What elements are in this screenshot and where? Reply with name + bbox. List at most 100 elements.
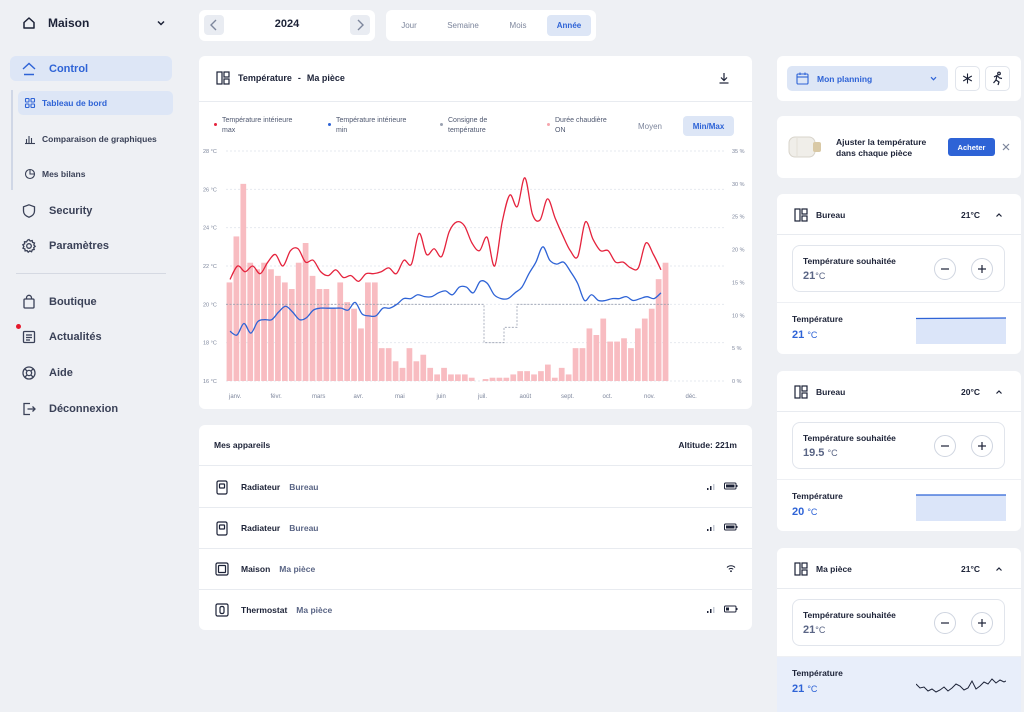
boiler-bar [371, 282, 378, 381]
decrease-button[interactable] [934, 612, 956, 634]
legend-min[interactable]: Température intérieure min [328, 116, 406, 135]
boiler-bar [406, 348, 413, 381]
device-row[interactable]: Radiateur Bureau [199, 507, 752, 548]
close-icon[interactable] [1001, 142, 1011, 152]
nav-security[interactable]: Security [10, 198, 172, 223]
boiler-bar [655, 279, 662, 381]
next-year-button[interactable] [350, 15, 370, 35]
y-left-tick: 24 °C [203, 226, 217, 232]
boiler-bar [455, 374, 461, 381]
legend-dot [440, 123, 443, 126]
nav-deconnexion[interactable]: Déconnexion [10, 396, 172, 421]
room-temp: 21°C [961, 210, 980, 220]
legend-text: température [448, 126, 486, 134]
boiler-bar [302, 243, 309, 381]
boiler-bar [572, 348, 579, 381]
buy-button[interactable]: Acheter [948, 138, 995, 156]
download-icon[interactable] [718, 72, 730, 84]
nav-aide[interactable]: Aide [10, 360, 172, 385]
x-tick-label: nov. [644, 394, 655, 400]
desired-number: 19.5 [803, 447, 825, 459]
minmax-button[interactable]: Min/Max [683, 116, 734, 136]
legend-text: min [336, 126, 348, 134]
tab-mois[interactable]: Mois [509, 21, 527, 30]
boiler-bar [247, 262, 254, 381]
decrease-button[interactable] [934, 435, 956, 457]
boiler-bar [254, 269, 261, 381]
planning-card: Mon planning [777, 56, 1021, 101]
moyen-button[interactable]: Moyen [637, 121, 662, 131]
current-temp: Température 21 °C [777, 656, 1021, 712]
nav-tableau-de-bord[interactable]: Tableau de bord [18, 91, 173, 115]
current-number: 21 [792, 329, 805, 341]
boiler-bar [468, 377, 475, 381]
boiler-bar [434, 374, 440, 381]
desired-label: Température souhaitée [803, 610, 896, 620]
news-icon [22, 330, 36, 343]
planning-select[interactable]: Mon planning [787, 66, 948, 91]
away-mode-button[interactable] [985, 66, 1010, 91]
current-value: 21 °C [792, 329, 817, 341]
chevron-up-icon[interactable] [994, 210, 1004, 220]
boiler-bar [365, 282, 371, 381]
nav-comparaison[interactable]: Comparaison de graphiques [18, 127, 173, 151]
increase-button[interactable] [971, 258, 993, 280]
room-header[interactable]: Bureau 20°C [794, 384, 1004, 400]
prev-year-button[interactable] [204, 15, 224, 35]
nav-sub-label: Tableau de bord [42, 98, 108, 108]
nav-actualites[interactable]: Actualités [10, 324, 172, 349]
room-header[interactable]: Ma pièce 21°C [794, 561, 1004, 577]
current-label: Température [792, 314, 843, 324]
legend-max[interactable]: Température intérieure max [214, 116, 292, 135]
nav-sub-label: Mes bilans [42, 169, 86, 179]
devices-card: Mes appareils Altitude: 221m Radiateur B… [199, 425, 752, 630]
home-selector[interactable]: Maison [8, 12, 168, 34]
submenu-line [11, 90, 13, 190]
boiler-bar [441, 367, 447, 381]
y-right-tick: 35 % [732, 149, 745, 155]
nav-control[interactable]: Control [10, 56, 172, 81]
chevron-up-icon[interactable] [994, 387, 1004, 397]
desired-value: 21°C [803, 624, 825, 636]
nav-mes-bilans[interactable]: Mes bilans [18, 162, 173, 186]
device-row[interactable]: Radiateur Bureau [199, 466, 752, 507]
signal-icon [707, 525, 715, 531]
tab-semaine[interactable]: Semaine [447, 21, 479, 30]
room-header[interactable]: Bureau 21°C [794, 207, 1004, 223]
chevron-up-icon[interactable] [994, 564, 1004, 574]
tab-jour[interactable]: Jour [401, 21, 417, 30]
current-number: 21 [792, 683, 805, 695]
row-divider [199, 589, 752, 590]
temp-min-line [229, 246, 662, 336]
nav-parametres[interactable]: Paramètres [10, 233, 172, 258]
chevron-down-icon[interactable] [154, 16, 168, 30]
current-value: 21 °C [792, 683, 817, 695]
room-layout-icon [794, 562, 808, 576]
boiler-bar [607, 341, 614, 381]
nav-boutique[interactable]: Boutique [10, 289, 172, 314]
device-type: Thermostat [241, 604, 288, 615]
boiler-bar [309, 275, 316, 381]
year-selector: 2024 [199, 10, 375, 41]
tab-annee[interactable]: Année [547, 15, 591, 36]
current-number: 20 [792, 506, 805, 518]
device-row[interactable]: Thermostat Ma pièce [199, 589, 752, 630]
boiler-bar [531, 374, 537, 381]
legend-boiler[interactable]: Durée chaudière ON [547, 116, 607, 135]
legend-setpoint[interactable]: Consigne de température [440, 116, 487, 135]
year-label: 2024 [274, 18, 300, 30]
boiler-bar [545, 364, 551, 381]
y-left-tick: 22 °C [203, 264, 217, 270]
frost-mode-button[interactable] [955, 66, 980, 91]
home-outline-icon [22, 62, 36, 75]
desired-temp-box: Température souhaitée 21°C [792, 245, 1005, 292]
boiler-bar [503, 377, 510, 381]
boiler-bar [316, 289, 323, 381]
increase-button[interactable] [971, 435, 993, 457]
boiler-bar [392, 361, 399, 381]
device-row[interactable]: Maison Ma pièce [199, 548, 752, 589]
legend-dot [214, 123, 217, 126]
increase-button[interactable] [971, 612, 993, 634]
current-label: Température [792, 668, 843, 678]
decrease-button[interactable] [934, 258, 956, 280]
